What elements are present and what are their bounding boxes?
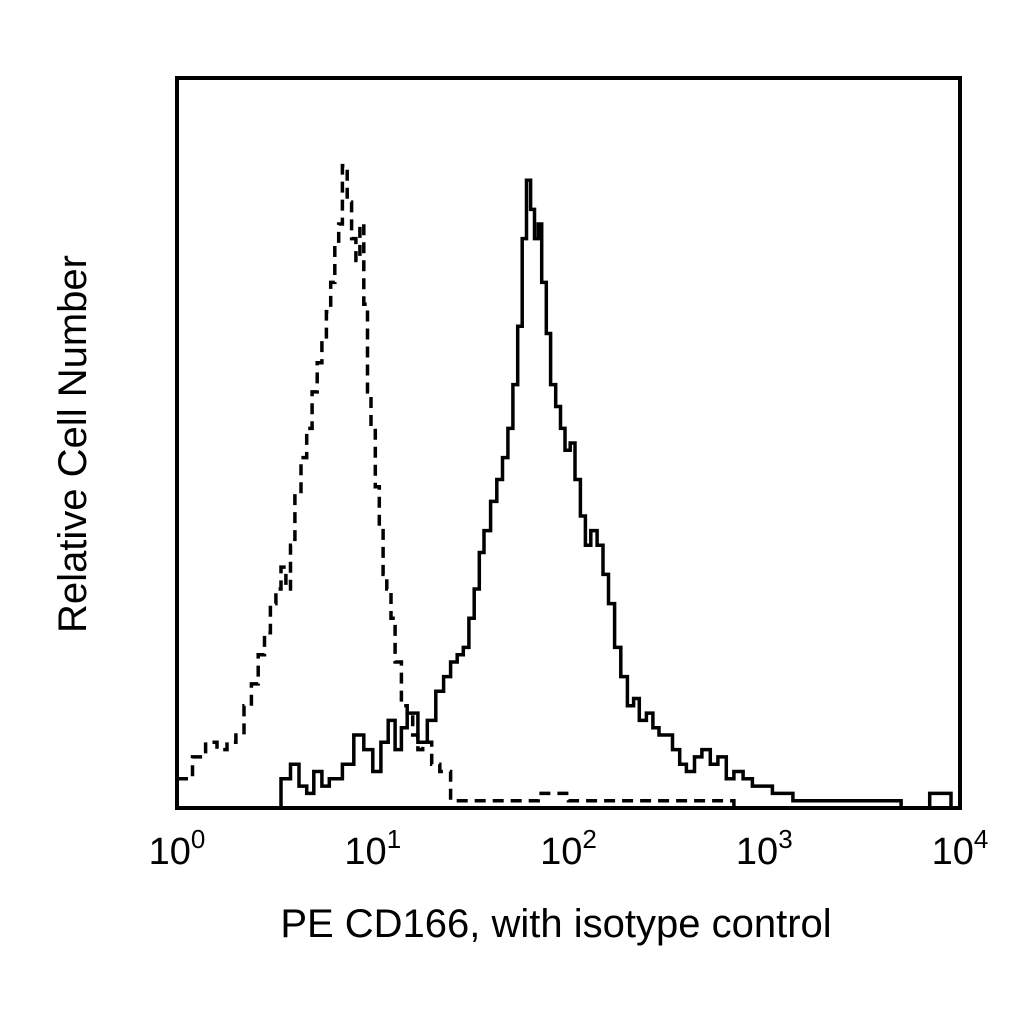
- isotype-control-series: [177, 163, 741, 810]
- plot-frame: [175, 76, 962, 810]
- pe-cd166-series: [270, 178, 958, 810]
- x-tick-label: 101: [344, 824, 401, 873]
- x-tick-label: 100: [149, 824, 206, 873]
- plot-area: [177, 163, 958, 810]
- x-tick-label: 103: [736, 824, 793, 873]
- x-tick-label: 104: [932, 824, 989, 873]
- x-axis-ticks: 100 101 102 103 104: [149, 824, 989, 873]
- x-tick-label: 102: [540, 824, 597, 873]
- y-axis-label: Relative Cell Number: [51, 255, 95, 633]
- x-axis-label: PE CD166, with isotype control: [280, 902, 831, 946]
